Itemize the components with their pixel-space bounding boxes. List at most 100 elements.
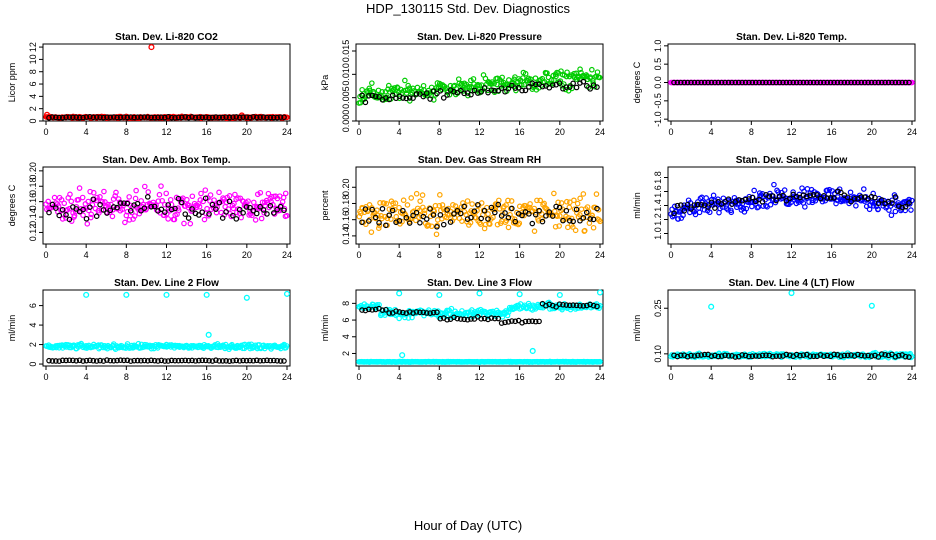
y-tick-label: 1.8 — [653, 171, 663, 184]
data-point — [767, 201, 774, 208]
data-point — [748, 203, 755, 210]
data-point — [282, 190, 289, 197]
hourly-point — [93, 358, 100, 364]
y-axis-label: kPa — [320, 75, 330, 91]
hourly-point — [434, 309, 440, 316]
data-point — [383, 200, 390, 207]
hourly-point — [437, 87, 444, 94]
hourly-point — [117, 200, 124, 206]
hourly-point — [141, 357, 148, 364]
hourly-point — [848, 198, 854, 205]
data-point — [158, 183, 164, 189]
hourly-point — [766, 193, 773, 200]
data-point — [235, 195, 241, 201]
hourly-point — [73, 206, 80, 212]
hourly-point — [53, 205, 59, 211]
hourly-point — [366, 92, 372, 99]
x-tick-label: 8 — [124, 250, 129, 260]
hourly-point — [76, 114, 83, 121]
hourly-point — [270, 210, 277, 216]
panel-title: Stan. Dev. Li-820 Pressure — [417, 32, 542, 43]
hourly-point — [512, 318, 519, 325]
hourly-point — [902, 353, 909, 360]
outlier-point — [243, 294, 250, 301]
data-point — [433, 231, 440, 238]
hourly-point — [773, 197, 779, 204]
points-black — [671, 351, 912, 360]
hourly-point — [594, 84, 600, 90]
hourly-point — [420, 309, 427, 316]
hourly-point — [454, 207, 461, 214]
hourly-point — [457, 316, 464, 322]
hourly-point — [165, 358, 172, 364]
hourly-point — [861, 79, 868, 86]
data-point — [577, 66, 583, 73]
outlier-point — [396, 290, 403, 297]
hourly-point — [185, 215, 192, 221]
hourly-point — [179, 114, 185, 121]
hourly-point — [66, 357, 73, 364]
hourly-point — [376, 94, 382, 100]
hourly-point — [834, 188, 841, 195]
hourly-point — [512, 218, 519, 225]
data-point — [232, 191, 238, 198]
x-tick-label: 16 — [202, 250, 212, 260]
hourly-point — [570, 80, 576, 87]
hourly-point — [872, 79, 878, 86]
hourly-point — [202, 114, 209, 121]
hourly-point — [440, 95, 447, 101]
hourly-point — [386, 310, 393, 316]
hourly-point — [868, 193, 875, 200]
hourly-point — [827, 195, 834, 201]
hourly-point — [182, 211, 189, 217]
hourly-point — [366, 218, 372, 224]
hourly-point — [213, 114, 219, 120]
hourly-point — [471, 87, 478, 94]
hourly-point — [587, 216, 593, 222]
hourly-point — [223, 209, 229, 215]
hourly-point — [478, 316, 485, 322]
data-point — [551, 190, 557, 197]
hourly-point — [423, 90, 430, 96]
x-tick-label: 8 — [749, 372, 754, 382]
hourly-point — [427, 310, 433, 316]
hourly-point — [189, 357, 195, 364]
hourly-point — [481, 207, 488, 214]
hourly-point — [158, 357, 165, 364]
x-tick-label: 24 — [595, 372, 605, 382]
data-point — [93, 197, 100, 204]
data-point — [76, 185, 83, 191]
hourly-point — [107, 207, 114, 214]
hourly-point — [168, 114, 175, 121]
hourly-point — [712, 79, 718, 86]
x-tick-label: 12 — [161, 250, 171, 260]
data-point — [184, 196, 190, 203]
hourly-point — [739, 352, 745, 358]
hourly-point — [369, 206, 376, 213]
data-point — [51, 194, 58, 201]
hourly-point — [526, 84, 532, 90]
hourly-point — [498, 85, 505, 91]
data-point — [247, 208, 253, 214]
data-point — [126, 194, 132, 200]
hourly-point — [885, 352, 892, 359]
data-point — [671, 212, 677, 219]
data-point — [413, 217, 419, 224]
hourly-point — [722, 79, 728, 86]
data-point — [475, 202, 482, 209]
hourly-point — [807, 79, 814, 86]
hourly-point — [144, 114, 151, 120]
hourly-point — [732, 354, 739, 360]
data-point — [358, 210, 364, 217]
data-point — [425, 222, 432, 229]
y-tick-label: 2 — [28, 106, 38, 111]
data-point — [909, 353, 915, 360]
data-point — [715, 196, 721, 203]
data-point — [459, 218, 465, 224]
points-black — [359, 201, 600, 230]
hourly-point — [848, 352, 854, 358]
hourly-point — [430, 212, 437, 218]
hourly-point — [124, 357, 131, 364]
hourly-point — [688, 206, 694, 212]
y-tick-label: 0.14 — [28, 208, 38, 226]
